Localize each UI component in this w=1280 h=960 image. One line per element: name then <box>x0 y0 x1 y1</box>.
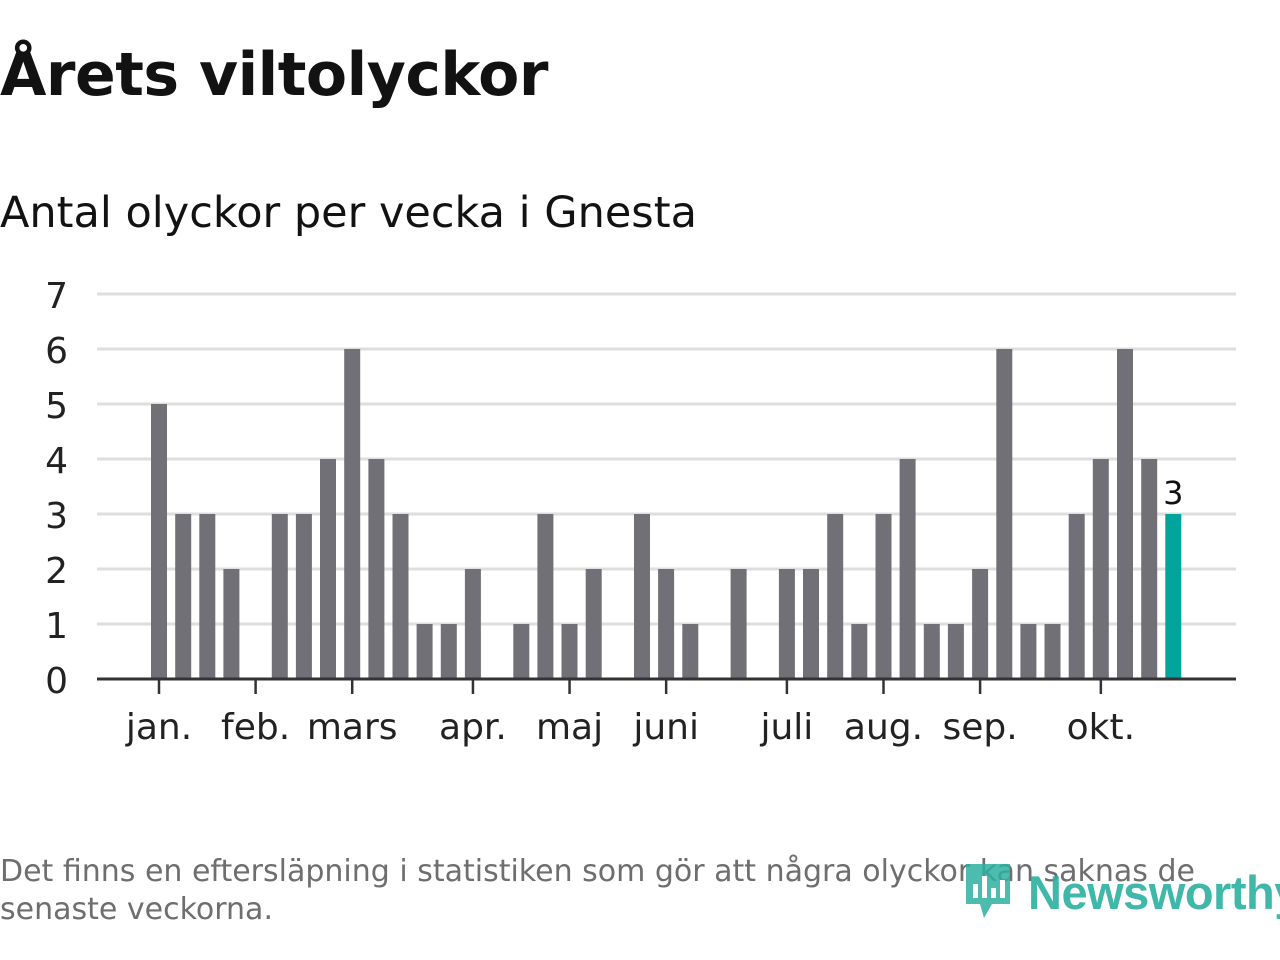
newsworthy-logo[interactable]: Newsworthy <box>962 858 1280 926</box>
bar <box>320 459 336 679</box>
bar <box>899 459 916 679</box>
bar <box>923 624 940 679</box>
y-tick-label: 4 <box>45 441 68 482</box>
bar <box>778 569 795 679</box>
bar <box>634 514 650 679</box>
bar <box>368 459 385 679</box>
y-tick-label: 0 <box>45 661 68 702</box>
bar <box>223 569 240 679</box>
x-tick-label: okt. <box>1067 707 1135 748</box>
bar <box>996 349 1013 679</box>
page-title: Årets viltolyckor <box>0 40 549 110</box>
y-tick-label: 2 <box>45 551 68 592</box>
x-tick-label: apr. <box>439 707 507 748</box>
bar <box>947 624 964 679</box>
x-tick-label: aug. <box>844 707 923 748</box>
x-tick-label: sep. <box>942 707 1017 748</box>
bar <box>344 349 361 679</box>
bar <box>1068 514 1085 679</box>
bar <box>972 569 989 679</box>
newsworthy-logo-icon <box>966 864 1010 918</box>
x-tick-label: jan. <box>125 707 192 748</box>
bar <box>585 569 602 679</box>
y-tick-label: 1 <box>45 606 68 647</box>
bar <box>537 514 554 679</box>
x-tick-label: juli <box>759 707 813 748</box>
bar <box>151 404 167 679</box>
bar <box>271 514 288 679</box>
bar <box>295 514 312 679</box>
bar <box>1141 459 1158 679</box>
bar <box>1117 349 1133 679</box>
bar <box>199 514 216 679</box>
bar <box>851 624 868 679</box>
bar <box>1020 624 1037 679</box>
bar <box>803 569 819 679</box>
bar <box>440 624 457 679</box>
bar <box>875 514 892 679</box>
bar <box>392 514 409 679</box>
bar <box>561 624 578 679</box>
bar <box>682 624 699 679</box>
bar <box>513 624 530 679</box>
y-tick-label: 6 <box>45 331 68 372</box>
bar-chart: 0 1 2 3 4 5 6 7 3 jan. feb. mars apr. maj juni juli aug.… <box>45 276 1236 748</box>
x-tick-label: juni <box>632 707 699 748</box>
y-tick-label: 3 <box>45 496 68 537</box>
bar-highlight <box>1165 514 1182 679</box>
bar <box>464 569 481 679</box>
bar <box>175 514 192 679</box>
bar <box>1092 459 1109 679</box>
y-tick-label: 7 <box>45 276 68 317</box>
logo-text: Newsworthy <box>1028 865 1280 919</box>
x-tick-label: maj <box>536 707 603 748</box>
x-tick-label: mars <box>307 707 398 748</box>
y-tick-label: 5 <box>45 386 68 427</box>
bar <box>1044 624 1061 679</box>
bar <box>827 514 844 679</box>
bar <box>730 569 747 679</box>
bar <box>658 569 675 679</box>
x-tick-label: feb. <box>221 707 290 748</box>
data-label: 3 <box>1163 474 1183 512</box>
bar <box>416 624 433 679</box>
chart-subtitle: Antal olyckor per vecka i Gnesta <box>0 188 697 238</box>
